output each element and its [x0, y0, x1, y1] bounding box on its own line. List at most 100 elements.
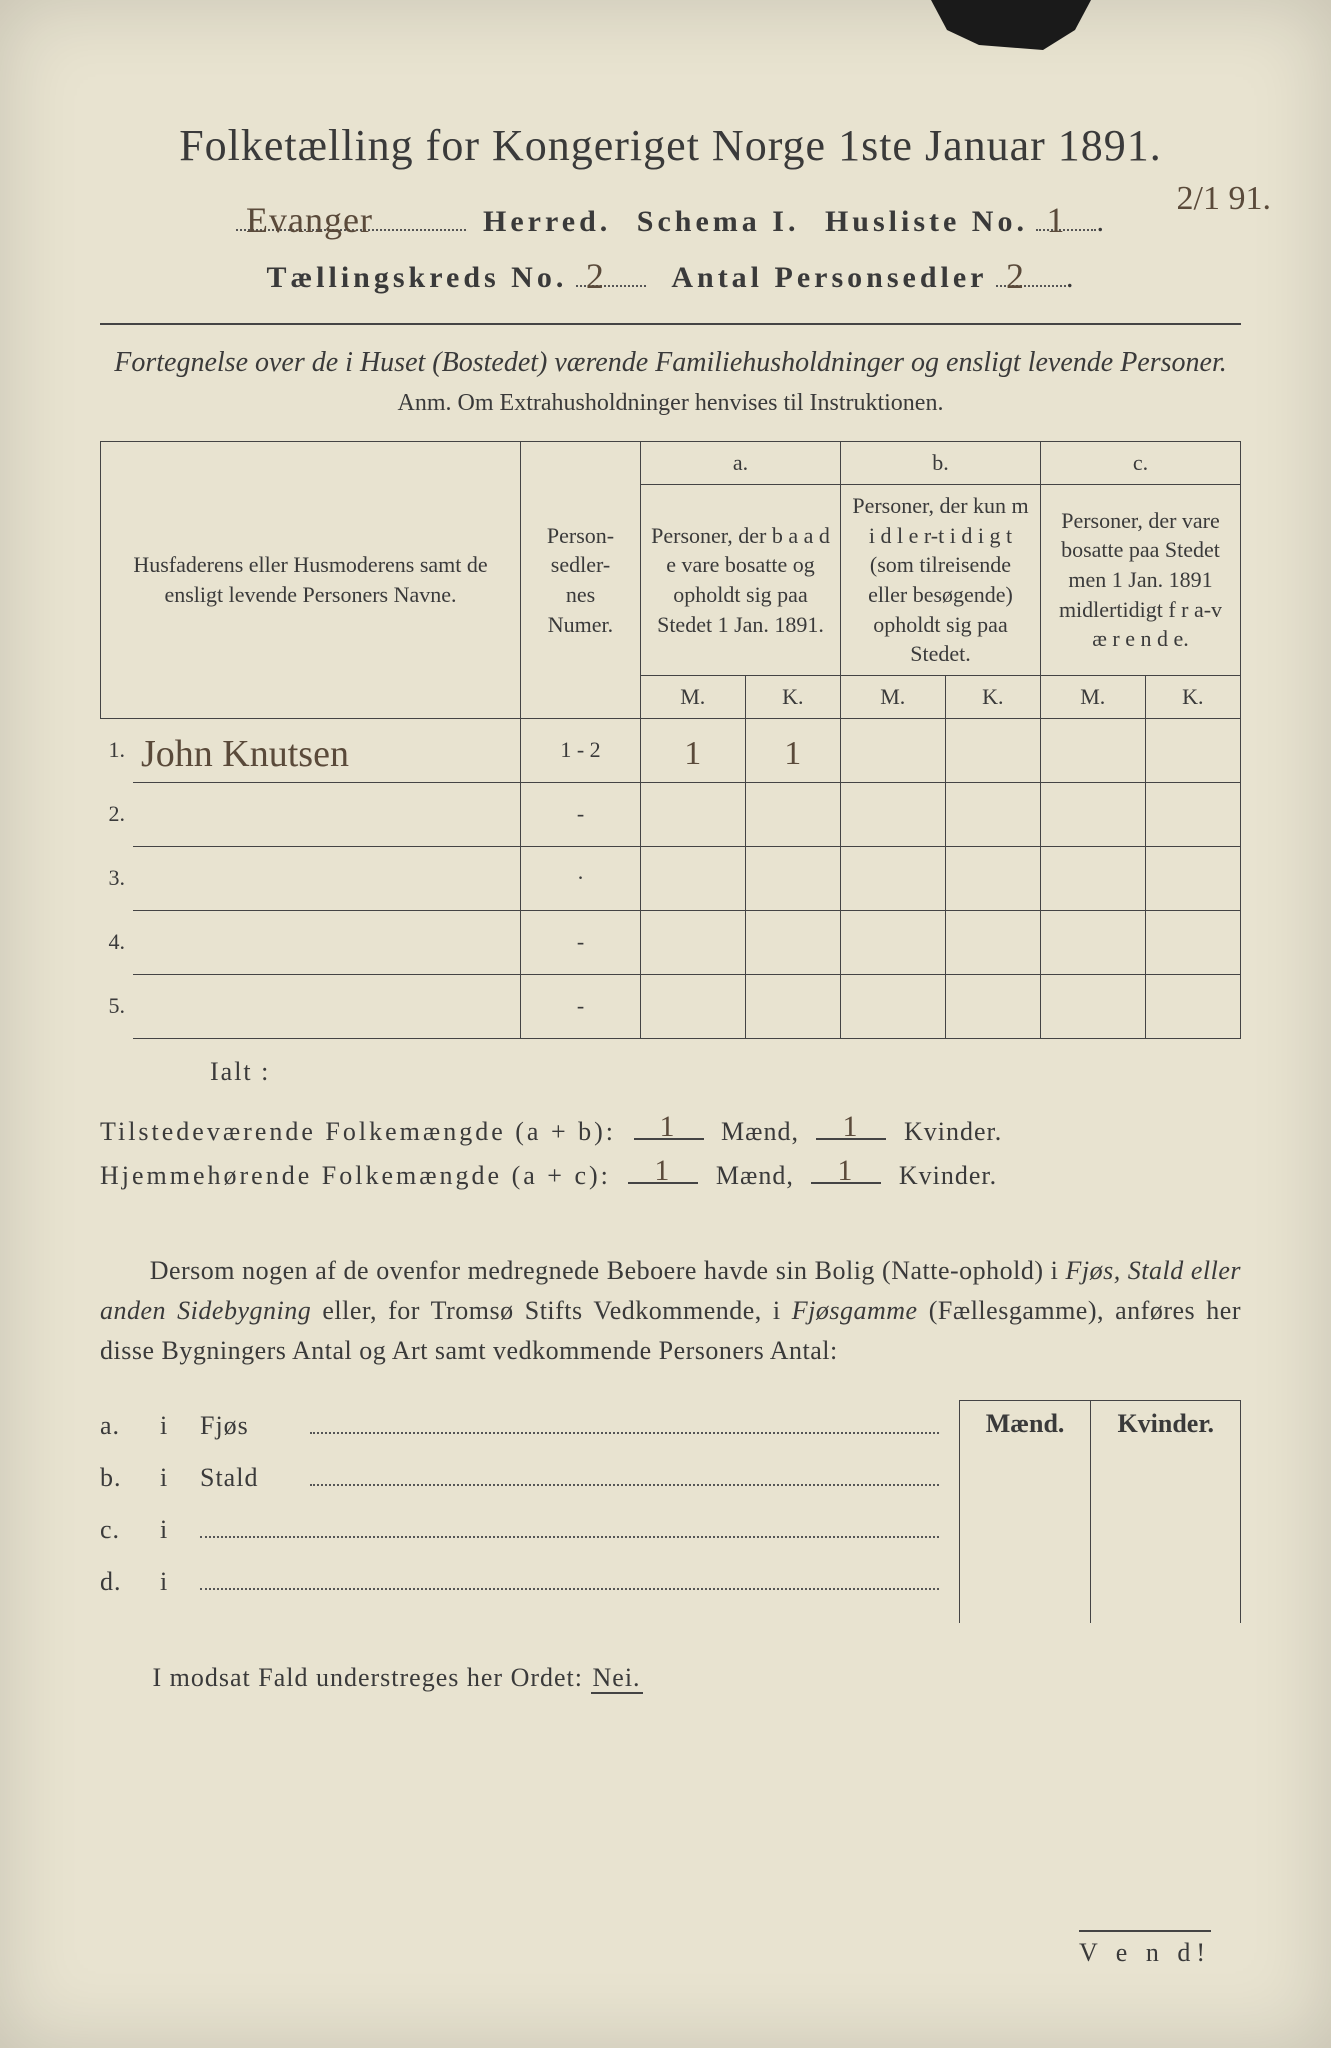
modsat-line: I modsat Fald understreges her Ordet: Ne… — [100, 1663, 1241, 1693]
table-row: 3. · — [101, 846, 1241, 910]
b-m: M. — [841, 676, 946, 719]
header-line-2: Tællingskreds No. 2 Antal Personsedler 2… — [100, 257, 1241, 295]
sum2-label: Hjemmehørende Folkemængde (a + c): — [100, 1161, 611, 1190]
b-k-val — [945, 718, 1040, 782]
schema-label: Schema I. — [637, 205, 800, 238]
c-m-val — [1041, 718, 1146, 782]
a-k-val — [745, 846, 840, 910]
a-k-val — [745, 974, 840, 1038]
mk-k: Kvinder. — [1091, 1400, 1241, 1447]
list-row: b. i Stald — [100, 1452, 939, 1504]
col-a: Personer, der b a a d e vare bosatte og … — [641, 484, 841, 675]
a-m-val — [641, 974, 746, 1038]
b-m-val — [841, 718, 946, 782]
c-k-val — [1145, 974, 1240, 1038]
c-k-val — [1145, 846, 1240, 910]
sum2-m: 1 — [628, 1182, 698, 1184]
a-m: M. — [641, 676, 746, 719]
c-m-val — [1041, 910, 1146, 974]
sum2-k: 1 — [811, 1182, 881, 1184]
row-number: 3. — [101, 846, 134, 910]
row-number: 2. — [101, 782, 134, 846]
b-m-val — [841, 910, 946, 974]
name-cell — [133, 846, 521, 910]
b-k-val — [945, 846, 1040, 910]
building-paragraph: Dersom nogen af de ovenfor medregnede Be… — [100, 1251, 1241, 1372]
divider — [100, 323, 1241, 325]
c-m-val — [1041, 974, 1146, 1038]
person-num: 1 - 2 — [521, 718, 641, 782]
a-k: K. — [745, 676, 840, 719]
c-m-val — [1041, 782, 1146, 846]
table-row: 1.John Knutsen1 - 211 — [101, 718, 1241, 782]
main-table: Husfaderens eller Husmoderens samt de en… — [100, 441, 1241, 1039]
sedler-label: Antal Personsedler — [671, 261, 987, 294]
row-number: 1. — [101, 718, 134, 782]
c-k: K. — [1145, 676, 1240, 719]
name-cell — [133, 974, 521, 1038]
table-row: 5. - — [101, 974, 1241, 1038]
a-m-val: 1 — [641, 718, 746, 782]
person-num: · — [521, 846, 641, 910]
col-c-top: c. — [1041, 442, 1241, 485]
table-row: 2. - — [101, 782, 1241, 846]
sums-block: Tilstedeværende Folkemængde (a + b): 1 M… — [100, 1117, 1241, 1191]
list-row: a. i Fjøs — [100, 1400, 939, 1452]
subtitle: Fortegnelse over de i Huset (Bostedet) v… — [100, 343, 1241, 382]
b-k: K. — [945, 676, 1040, 719]
side-date: 2/1 91. — [1177, 180, 1271, 218]
sedler-field: 2 — [996, 257, 1066, 287]
c-k-val — [1145, 718, 1240, 782]
c-k-val — [1145, 782, 1240, 846]
b-m-val — [841, 846, 946, 910]
col-c: Personer, der vare bosatte paa Stedet me… — [1041, 484, 1241, 675]
person-num: - — [521, 974, 641, 1038]
kreds-field: 2 — [576, 257, 646, 287]
anm-note: Anm. Om Extrahusholdninger henvises til … — [100, 390, 1241, 417]
herred-field: Evanger — [236, 201, 466, 231]
sum1-m: 1 — [634, 1138, 704, 1140]
a-m-val — [641, 782, 746, 846]
a-k-val: 1 — [745, 718, 840, 782]
page-title: Folketælling for Kongeriget Norge 1ste J… — [100, 120, 1241, 171]
mk-block: a. i Fjøs b. i Stald c. i d. i — [100, 1400, 1241, 1623]
row-number: 5. — [101, 974, 134, 1038]
c-m-val — [1041, 846, 1146, 910]
a-m-val — [641, 910, 746, 974]
person-num: - — [521, 782, 641, 846]
mk-table: Mænd. Kvinder. — [959, 1400, 1241, 1623]
name-cell: John Knutsen — [133, 718, 521, 782]
b-k-val — [945, 910, 1040, 974]
a-k-val — [745, 782, 840, 846]
c-k-val — [1145, 910, 1240, 974]
sum1-k: 1 — [816, 1138, 886, 1140]
kreds-label: Tællingskreds No. — [267, 261, 568, 294]
herred-label: Herred. — [483, 205, 611, 238]
col-b-top: b. — [841, 442, 1041, 485]
b-k-val — [945, 782, 1040, 846]
name-cell — [133, 910, 521, 974]
b-m-val — [841, 974, 946, 1038]
building-list: a. i Fjøs b. i Stald c. i d. i — [100, 1400, 939, 1608]
b-k-val — [945, 974, 1040, 1038]
census-form-page: Folketælling for Kongeriget Norge 1ste J… — [0, 0, 1331, 2048]
mk-m: Mænd. — [959, 1400, 1091, 1447]
person-num: - — [521, 910, 641, 974]
sum1-label: Tilstedeværende Folkemængde (a + b): — [100, 1117, 616, 1146]
husliste-label: Husliste No. — [825, 205, 1028, 238]
header-line-1: Evanger Herred. Schema I. Husliste No. 1… — [100, 201, 1241, 239]
table-row: 4. - — [101, 910, 1241, 974]
col-a-top: a. — [641, 442, 841, 485]
name-cell — [133, 782, 521, 846]
list-row: c. i — [100, 1504, 939, 1556]
husliste-field: 1 — [1036, 201, 1096, 231]
ialt-label: Ialt : — [210, 1057, 1241, 1087]
col-b: Personer, der kun m i d l e r-t i d i g … — [841, 484, 1041, 675]
c-m: M. — [1041, 676, 1146, 719]
a-k-val — [745, 910, 840, 974]
row-number: 4. — [101, 910, 134, 974]
a-m-val — [641, 846, 746, 910]
col-names: Husfaderens eller Husmoderens samt de en… — [101, 442, 521, 719]
vend-label: V e n d! — [1079, 1930, 1211, 1968]
col-num: Person- sedler- nes Numer. — [521, 442, 641, 719]
